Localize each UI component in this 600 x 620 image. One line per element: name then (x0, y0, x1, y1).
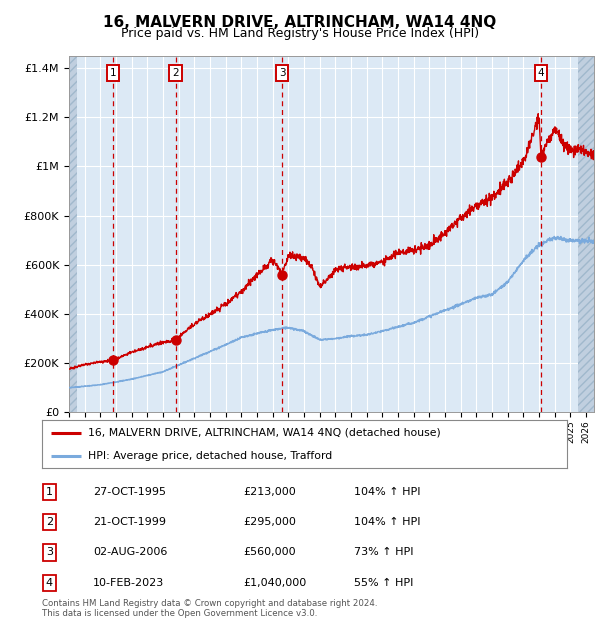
Text: 4: 4 (46, 578, 53, 588)
Bar (578, 56, 594, 412)
Bar (69, 56, 77, 412)
Text: 55% ↑ HPI: 55% ↑ HPI (354, 578, 413, 588)
Text: 21-OCT-1999: 21-OCT-1999 (93, 517, 166, 527)
Text: 2: 2 (46, 517, 53, 527)
Text: 104% ↑ HPI: 104% ↑ HPI (354, 517, 421, 527)
Text: 10-FEB-2023: 10-FEB-2023 (93, 578, 164, 588)
Text: 3: 3 (278, 68, 285, 78)
Text: 1: 1 (110, 68, 116, 78)
Text: £295,000: £295,000 (243, 517, 296, 527)
Text: 2: 2 (172, 68, 179, 78)
Text: 73% ↑ HPI: 73% ↑ HPI (354, 547, 413, 557)
Text: 16, MALVERN DRIVE, ALTRINCHAM, WA14 4NQ: 16, MALVERN DRIVE, ALTRINCHAM, WA14 4NQ (103, 15, 497, 30)
Text: Contains HM Land Registry data © Crown copyright and database right 2024.
This d: Contains HM Land Registry data © Crown c… (42, 599, 377, 618)
Text: 4: 4 (538, 68, 544, 78)
Text: £1,040,000: £1,040,000 (243, 578, 306, 588)
Text: 16, MALVERN DRIVE, ALTRINCHAM, WA14 4NQ (detached house): 16, MALVERN DRIVE, ALTRINCHAM, WA14 4NQ … (88, 428, 441, 438)
Text: 3: 3 (46, 547, 53, 557)
Text: £560,000: £560,000 (243, 547, 296, 557)
Text: HPI: Average price, detached house, Trafford: HPI: Average price, detached house, Traf… (88, 451, 332, 461)
Text: 02-AUG-2006: 02-AUG-2006 (93, 547, 167, 557)
Text: £213,000: £213,000 (243, 487, 296, 497)
Text: 27-OCT-1995: 27-OCT-1995 (93, 487, 166, 497)
Text: 1: 1 (46, 487, 53, 497)
Text: 104% ↑ HPI: 104% ↑ HPI (354, 487, 421, 497)
Text: Price paid vs. HM Land Registry's House Price Index (HPI): Price paid vs. HM Land Registry's House … (121, 27, 479, 40)
